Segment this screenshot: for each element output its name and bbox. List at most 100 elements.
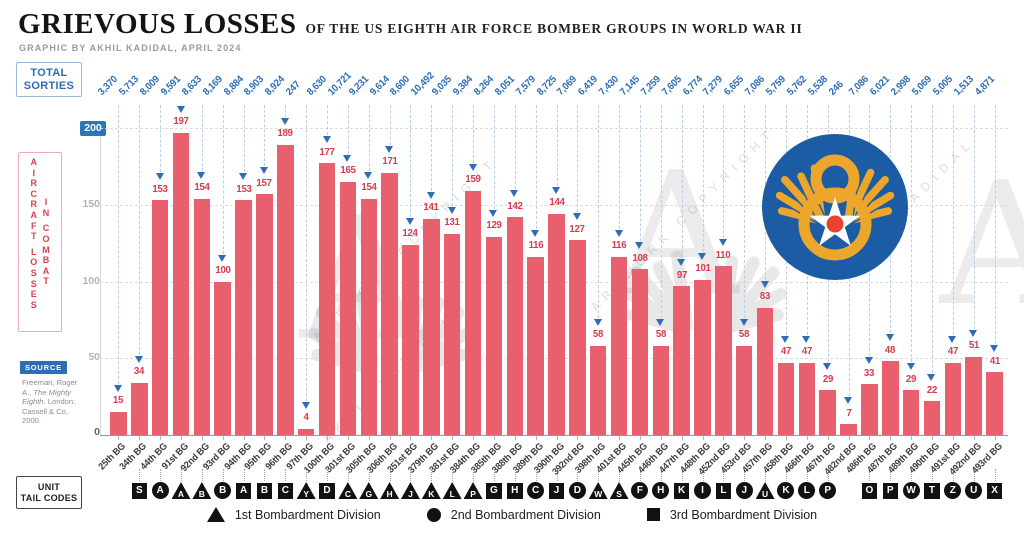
loss-bar bbox=[277, 144, 294, 435]
x-axis-tick bbox=[493, 436, 495, 440]
sorties-leader-line bbox=[410, 105, 412, 217]
loss-bar bbox=[756, 307, 774, 435]
total-sorties-label: 1,513 bbox=[951, 73, 976, 98]
bar-value-label: 108 bbox=[632, 251, 648, 264]
tail-code-letter: S bbox=[616, 489, 622, 499]
tail-code-connector bbox=[806, 469, 808, 481]
arrow-down-icon bbox=[197, 171, 206, 179]
tail-code-connector bbox=[410, 469, 412, 481]
bar-value-label: 58 bbox=[655, 328, 666, 341]
total-sorties-label: 7,259 bbox=[638, 73, 663, 98]
bar-value-label: 153 bbox=[152, 182, 168, 195]
legend-item-2nd-division: 2nd Bombardment Division bbox=[426, 507, 601, 522]
sorties-leader-line bbox=[952, 105, 954, 335]
x-axis-tick bbox=[452, 436, 454, 440]
arrow-down-icon bbox=[343, 154, 352, 162]
arrow-down-icon bbox=[155, 173, 164, 181]
x-axis-tick bbox=[744, 436, 746, 440]
loss-bar bbox=[381, 172, 398, 435]
bar-value-label: 131 bbox=[444, 216, 461, 229]
bar-value-label: 159 bbox=[465, 173, 481, 186]
sorties-leader-line bbox=[598, 105, 600, 318]
x-axis-tick bbox=[911, 436, 913, 440]
tail-code-symbol: J bbox=[735, 482, 753, 499]
x-axis-tick bbox=[702, 436, 704, 440]
loss-bar bbox=[151, 200, 169, 435]
loss-bar bbox=[902, 390, 920, 435]
triangle-icon bbox=[206, 507, 225, 522]
loss-bar bbox=[631, 269, 649, 435]
gridline-150 bbox=[100, 204, 1008, 206]
arrow-down-icon bbox=[864, 357, 873, 365]
arrow-down-icon bbox=[322, 136, 331, 144]
bar-value-label: 171 bbox=[381, 155, 398, 167]
loss-bar bbox=[464, 190, 482, 435]
loss-bar bbox=[569, 240, 586, 435]
tail-code-letter: G bbox=[365, 489, 373, 499]
sorties-leader-line bbox=[514, 105, 516, 190]
y-axis-title-letter: B bbox=[42, 255, 50, 266]
bar-value-label: 47 bbox=[780, 345, 792, 358]
loss-bar bbox=[318, 163, 336, 435]
page-subtitle: OF THE US EIGHTH AIR FORCE BOMBER GROUPS… bbox=[305, 21, 803, 36]
arrow-down-icon bbox=[802, 335, 811, 343]
loss-bar bbox=[965, 356, 982, 435]
sorties-leader-line bbox=[201, 105, 203, 171]
y-tick-200: 200 bbox=[80, 121, 106, 136]
loss-bar bbox=[861, 384, 878, 435]
tail-code-symbol: T bbox=[924, 483, 940, 499]
sorties-leader-line bbox=[160, 105, 162, 173]
y-axis-title-letter: I bbox=[44, 197, 48, 208]
tail-code-symbol: A bbox=[151, 482, 169, 499]
unit-tail-codes-line1: UNIT bbox=[37, 481, 61, 492]
y-axis-title-letter: I bbox=[32, 167, 35, 178]
y-axis-title-letter: S bbox=[30, 299, 37, 310]
tail-code-symbol: U bbox=[965, 482, 983, 499]
tail-code-symbol: J bbox=[548, 483, 565, 499]
y-axis-title-letter: O bbox=[42, 233, 50, 244]
x-axis-tick bbox=[806, 436, 808, 440]
tail-code-connector bbox=[327, 469, 329, 481]
sorties-leader-line bbox=[681, 105, 683, 259]
x-axis-tick bbox=[327, 436, 329, 440]
x-axis-tick bbox=[681, 436, 683, 440]
legend-label-3rd: 3rd Bombardment Division bbox=[669, 507, 818, 522]
total-sorties-label: 5,069 bbox=[910, 73, 935, 98]
x-axis-tick bbox=[118, 436, 120, 440]
y-tick-0: 0 bbox=[94, 426, 100, 438]
x-axis-tick bbox=[431, 436, 433, 440]
tail-code-connector bbox=[952, 469, 954, 481]
sorties-leader-line bbox=[994, 105, 996, 345]
tail-code-symbol: L bbox=[798, 482, 816, 499]
legend-item-1st-division: 1st Bombardment Division bbox=[206, 507, 381, 522]
x-axis-tick bbox=[785, 436, 787, 440]
square-icon bbox=[646, 508, 660, 521]
bar-value-label: 110 bbox=[715, 248, 731, 261]
sorties-leader-line bbox=[973, 105, 975, 329]
tail-code-connector bbox=[619, 469, 621, 481]
arrow-down-icon bbox=[572, 213, 581, 221]
tail-code-connector bbox=[264, 469, 266, 481]
sorties-leader-line bbox=[744, 105, 746, 318]
loss-bar bbox=[882, 361, 899, 435]
tail-code-letter: P bbox=[470, 489, 476, 499]
arrow-down-icon bbox=[593, 318, 602, 326]
sorties-leader-line bbox=[577, 105, 579, 213]
tail-code-connector bbox=[973, 469, 975, 481]
y-axis-title-letter: S bbox=[30, 278, 37, 289]
tail-code-connector bbox=[723, 469, 725, 481]
loss-bar bbox=[256, 194, 273, 435]
bar-value-label: 47 bbox=[947, 345, 958, 358]
loss-bar bbox=[485, 236, 503, 435]
bar-value-label: 124 bbox=[402, 227, 419, 240]
y-axis-title-letter: A bbox=[42, 265, 50, 276]
loss-bar bbox=[110, 411, 127, 435]
tail-code-letter: W bbox=[594, 489, 603, 499]
loss-bar bbox=[735, 345, 753, 435]
sorties-leader-line bbox=[285, 105, 287, 117]
tail-code-connector bbox=[556, 469, 558, 481]
tail-code-connector bbox=[890, 469, 892, 481]
x-axis-tick bbox=[765, 436, 767, 440]
sorties-leader-line bbox=[306, 105, 308, 401]
tail-code-connector bbox=[243, 469, 245, 481]
